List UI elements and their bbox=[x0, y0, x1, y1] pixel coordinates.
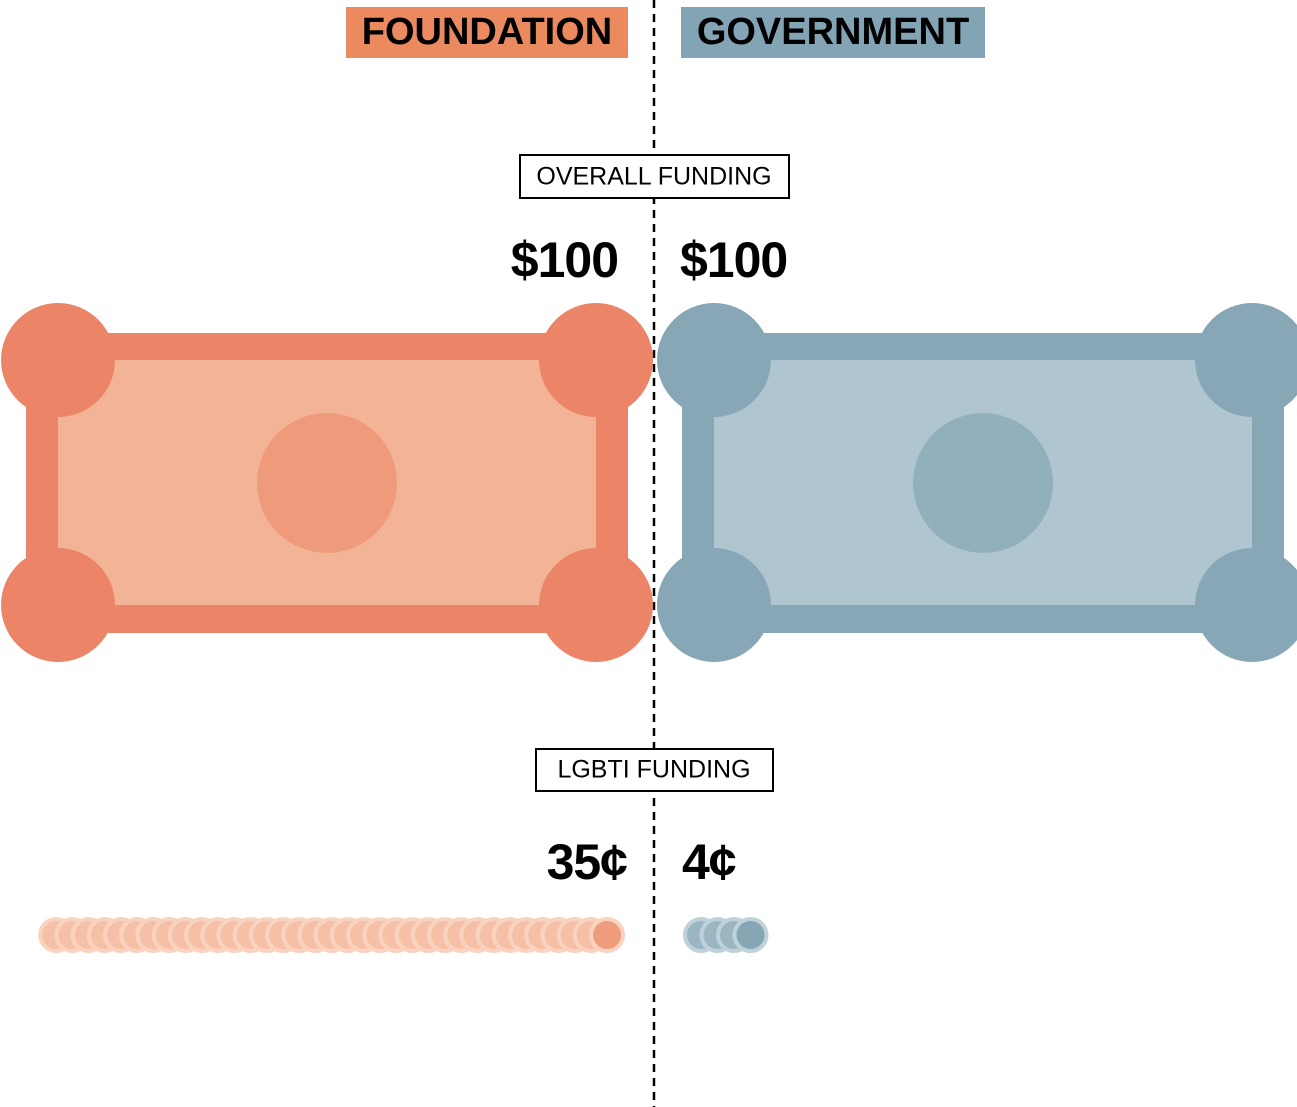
bill bbox=[1, 303, 653, 662]
coin bbox=[589, 917, 625, 953]
coin bbox=[732, 917, 769, 953]
bill-corner bbox=[1195, 548, 1297, 662]
header-foundation: FOUNDATION bbox=[362, 11, 613, 53]
header-box bbox=[346, 7, 628, 58]
header-government: GOVERNMENT bbox=[697, 11, 969, 53]
bill-corner bbox=[539, 303, 653, 417]
amount-label: $100 bbox=[511, 232, 618, 288]
section-label-box bbox=[535, 748, 774, 792]
header-box bbox=[681, 7, 985, 58]
bill-corner bbox=[1195, 303, 1297, 417]
bill-corner bbox=[657, 548, 771, 662]
section-label: OVERALL FUNDING bbox=[536, 163, 771, 191]
bill bbox=[657, 303, 1297, 662]
section-label-box bbox=[519, 154, 790, 199]
amount-label: 35¢ bbox=[547, 834, 628, 890]
amount-label: $100 bbox=[680, 232, 787, 288]
amount-label: 4¢ bbox=[682, 834, 736, 890]
bill-center bbox=[913, 413, 1053, 553]
bill-corner bbox=[1, 303, 115, 417]
bill-corner bbox=[657, 303, 771, 417]
bill-corner bbox=[1, 548, 115, 662]
bill-corner bbox=[539, 548, 653, 662]
section-label: LGBTI FUNDING bbox=[557, 756, 750, 784]
bill-center bbox=[257, 413, 397, 553]
